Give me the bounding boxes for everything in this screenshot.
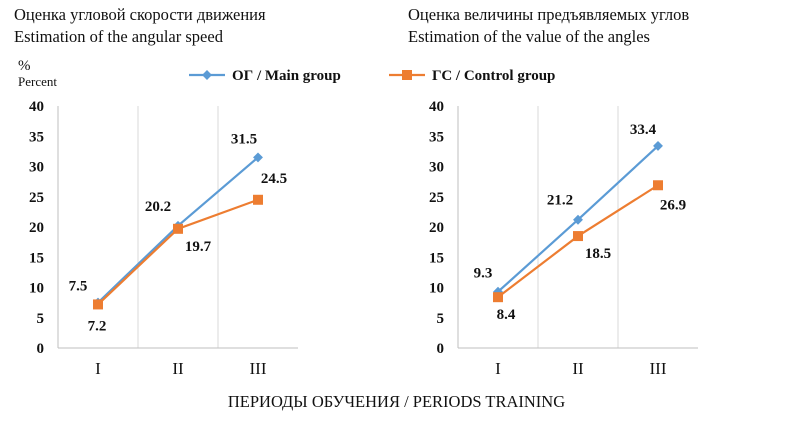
right-chart-title-en: Estimation of the value of the angles — [408, 27, 650, 46]
right-y-tick-label: 10 — [429, 281, 444, 297]
right-series-line-control — [497, 184, 659, 299]
legend-control-label: ГС / Control group — [432, 68, 555, 84]
left-chart-title-en: Estimation of the angular speed — [14, 27, 223, 46]
left-y-tick-label: 40 — [29, 99, 44, 115]
right-control-point — [493, 292, 503, 303]
right-y-tick-label: 30 — [429, 160, 444, 176]
left-control-point — [253, 194, 263, 205]
right-x-tick-label: III — [650, 359, 667, 378]
right-y-tick-label: 25 — [429, 190, 444, 206]
left-x-tick-label: I — [95, 359, 101, 378]
y-axis-unit-text: Percent — [18, 74, 57, 89]
right-data-label: 9.3 — [474, 266, 493, 282]
legend-control-marker — [402, 70, 412, 80]
left-x-tick-label: II — [172, 359, 184, 378]
right-control-point — [653, 180, 663, 191]
left-series-line-control — [97, 198, 259, 306]
right-x-tick-label: I — [495, 359, 501, 378]
right-data-label: 18.5 — [585, 246, 611, 262]
left-data-label: 24.5 — [261, 171, 287, 187]
left-main-point — [253, 152, 263, 163]
left-data-label: 7.2 — [88, 318, 107, 334]
left-y-tick-label: 10 — [29, 281, 44, 297]
right-data-label: 8.4 — [497, 307, 516, 323]
left-data-label: 19.7 — [185, 239, 212, 255]
right-y-tick-label: 15 — [429, 250, 444, 266]
left-x-tick-label: III — [250, 359, 267, 378]
left-y-tick-label: 20 — [29, 220, 44, 236]
x-axis-label: ПЕРИОДЫ ОБУЧЕНИЯ / PERIODS TRAINING — [227, 392, 566, 411]
y-axis-unit-symbol: % — [18, 58, 31, 74]
right-data-label: 21.2 — [547, 193, 573, 209]
left-y-tick-label: 0 — [37, 341, 45, 357]
left-data-label: 7.5 — [69, 279, 88, 295]
right-data-label: 26.9 — [660, 197, 686, 213]
left-control-point — [93, 299, 103, 310]
right-y-tick-label: 40 — [429, 99, 444, 115]
left-control-point — [173, 223, 183, 234]
right-y-tick-label: 0 — [437, 341, 445, 357]
left-chart-title: Оценка угловой скорости движения Estimat… — [14, 4, 266, 48]
right-data-label: 33.4 — [630, 122, 657, 138]
left-y-tick-label: 30 — [29, 160, 44, 176]
left-data-label: 20.2 — [145, 199, 171, 215]
right-x-tick-label: II — [572, 359, 584, 378]
right-main-point — [573, 214, 583, 225]
right-y-tick-label: 5 — [437, 311, 445, 327]
right-chart-title: Оценка величины предъявляемых углов Esti… — [408, 4, 689, 48]
right-y-tick-label: 35 — [429, 129, 444, 145]
left-y-tick-label: 15 — [29, 250, 44, 266]
right-y-tick-label: 20 — [429, 220, 444, 236]
y-axis-unit: % Percent — [18, 58, 57, 90]
right-chart-title-ru: Оценка величины предъявляемых углов — [408, 5, 690, 24]
legend-main-marker — [202, 70, 212, 80]
legend-main-label: ОГ / Main group — [232, 68, 341, 84]
left-chart-title-ru: Оценка угловой скорости движения — [14, 5, 266, 24]
left-y-tick-label: 35 — [29, 129, 44, 145]
right-main-point — [653, 140, 663, 151]
left-y-tick-label: 25 — [29, 190, 44, 206]
left-y-tick-label: 5 — [37, 311, 45, 327]
left-data-label: 31.5 — [231, 131, 257, 147]
right-control-point — [573, 231, 583, 242]
